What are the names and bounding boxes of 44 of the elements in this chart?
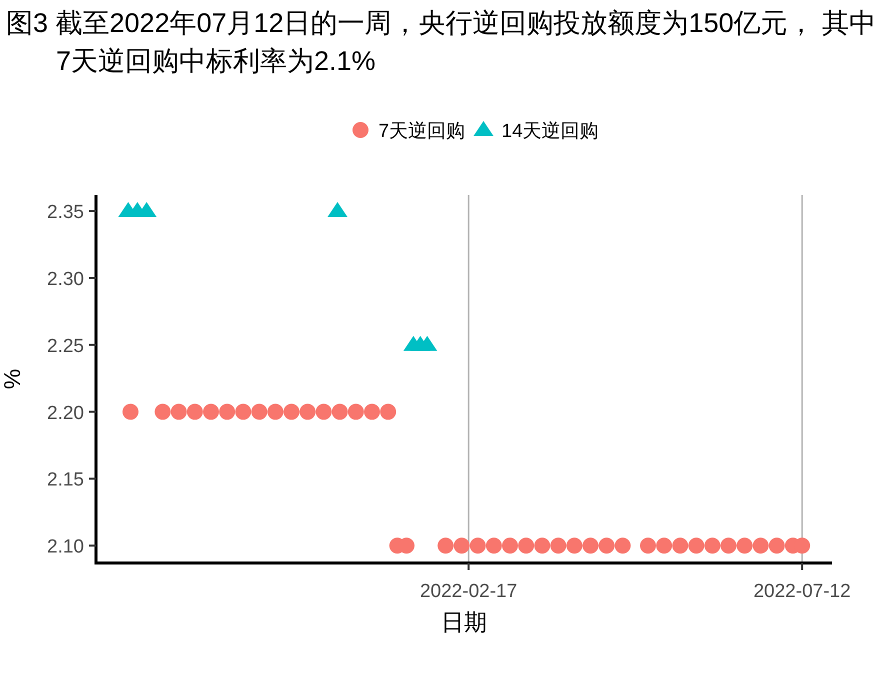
point: [154, 404, 171, 420]
ylabel: %: [0, 368, 25, 390]
point: [438, 538, 454, 554]
point: [417, 336, 438, 351]
point: [752, 538, 769, 554]
point: [219, 404, 236, 420]
point: [672, 538, 688, 554]
point: [582, 538, 598, 554]
legend-label: 14天逆回购: [502, 121, 599, 142]
point: [640, 538, 656, 554]
point: [300, 404, 316, 420]
point: [566, 538, 582, 554]
point: [380, 404, 396, 420]
point: [688, 538, 704, 554]
point: [122, 404, 138, 420]
point: [470, 538, 486, 554]
point: [186, 404, 203, 420]
point: [768, 538, 785, 554]
point: [502, 538, 518, 554]
point: [364, 404, 380, 420]
point: [284, 404, 300, 420]
point: [736, 538, 753, 554]
point: [454, 538, 470, 554]
point: [267, 404, 284, 420]
point: [328, 202, 348, 218]
point: [486, 538, 502, 554]
point: [332, 404, 348, 420]
point: [720, 538, 736, 554]
point: [656, 538, 672, 554]
legend-label: 7天逆回购: [378, 121, 466, 142]
point: [598, 538, 615, 554]
point: [203, 404, 219, 420]
point: [348, 404, 364, 420]
point: [550, 538, 566, 554]
point: [170, 404, 187, 420]
point: [251, 404, 268, 420]
title: 图3 截至2022年07月12日的一周，央行逆回购投放额度为150亿元， 其中7天逆回购中标利率为2.1%: [6, 7, 878, 78]
point: [518, 538, 534, 554]
point: [704, 538, 720, 554]
point: [534, 538, 550, 554]
xlabel: 日期: [441, 609, 487, 635]
point: [614, 538, 631, 554]
point: [316, 404, 332, 420]
point: [235, 404, 252, 420]
